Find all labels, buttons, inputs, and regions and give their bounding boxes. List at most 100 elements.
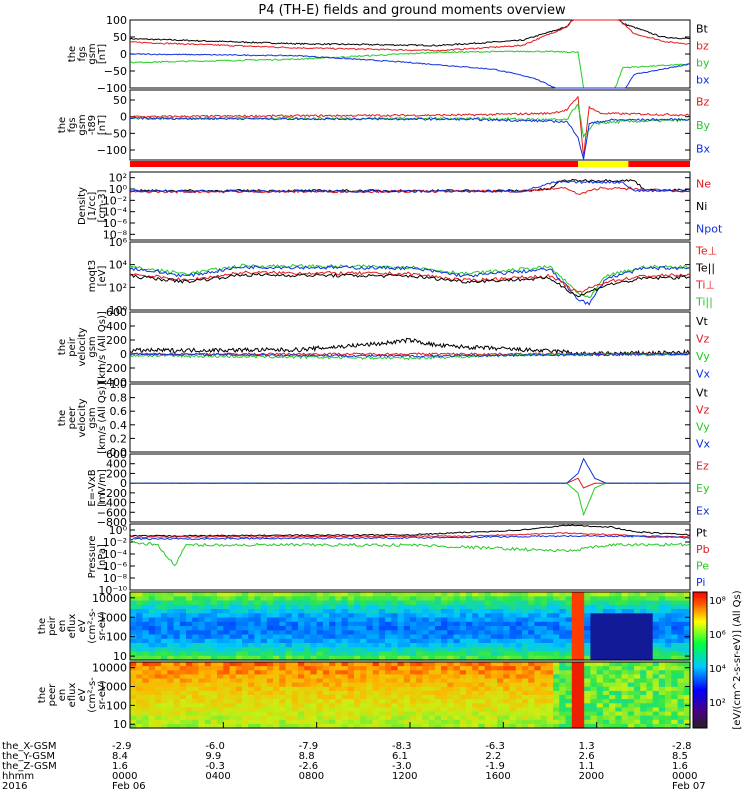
spectrogram-cell [683,651,690,657]
spectrogram-cell [310,592,318,597]
spectrogram-cell [428,678,436,684]
spectrogram-cell [397,651,405,657]
spectrogram-cell [136,695,143,700]
spectrogram-cell [354,707,361,713]
spectrogram-cell [596,711,604,717]
spectrogram-cell [316,651,324,657]
spectrogram-cell [683,596,690,602]
y-axis-label: peir [67,336,78,356]
spectrogram-cell [161,686,168,692]
spectrogram-cell [372,682,380,688]
spectrogram-cell [478,699,486,704]
spectrogram-cell [640,695,647,700]
spectrogram-cell [298,707,305,713]
spectrogram-cell [266,707,274,713]
spectrogram-cell [266,638,274,644]
spectrogram-cell [148,638,156,644]
spectrogram-cell [310,690,318,696]
spectrogram-cell [217,604,224,610]
spectrogram-cell [329,596,336,602]
spectrogram-cell [627,662,635,667]
spectrogram-cell [142,711,150,717]
spectrogram-cell [366,613,374,619]
spectrogram-cell [553,655,560,661]
spectrogram-cell [484,630,492,636]
spectrogram-cell [416,690,423,696]
spectrogram-cell [484,715,492,721]
spectrogram-cell [366,715,374,721]
spectrogram-cell [204,719,212,725]
spectrogram-cell [590,600,598,606]
spectrogram-cell [640,643,647,648]
spectrogram-cell [136,592,143,597]
spectrogram-cell [154,600,162,606]
spectrogram-cell [148,626,156,631]
spectrogram-cell [242,655,249,661]
spectrogram-cell [677,723,685,729]
spectrogram-cell [372,678,380,684]
spectrogram-cell [279,638,287,644]
spectrogram-cell [515,715,523,721]
spectrogram-cell [459,662,467,667]
spectrogram-cell [397,707,405,713]
spectrogram-cell [248,670,255,675]
spectrogram-cell [204,707,212,713]
spectrogram-cell [130,592,137,597]
spectrogram-cell [565,609,573,614]
spectrogram-cell [422,621,430,627]
spectrogram-cell [677,655,685,661]
spectrogram-cell [229,707,237,713]
spectrogram-cell [602,647,610,653]
spectrogram-cell [397,686,405,692]
spectrogram-cell [316,662,324,667]
spectrogram-cell [210,651,218,657]
spectrogram-cell [266,600,274,606]
spectrogram-cell [546,707,554,713]
spectrogram-cell [553,682,560,688]
spectrogram-cell [497,682,504,688]
spectrogram-cell [466,651,473,657]
spectrogram-cell [540,695,548,700]
y-axis-label: peer [47,683,58,707]
spectrogram-cell [217,638,224,644]
legend-label: Ey [696,482,710,495]
spectrogram-cell [621,626,629,631]
spectrogram-cell [266,604,274,610]
spectrogram-cell [360,678,367,684]
spectrogram-cell [522,630,529,636]
spectrogram-cell [254,686,262,692]
spectrogram-cell [447,609,455,614]
spectrogram-cell [291,674,299,680]
spectrogram-cell [341,617,349,623]
spectrogram-cell [646,626,654,631]
spectrogram-cell [528,651,535,657]
spectrogram-cell [652,678,660,684]
spectrogram-cell [571,682,579,688]
spectrogram-cell [621,699,629,704]
spectrogram-cell [634,690,641,696]
spectrogram-cell [571,651,579,657]
spectrogram-cell [528,592,535,597]
spectrogram-cell [478,678,486,684]
spectrogram-cell [254,621,262,627]
spectrogram-cell [242,666,249,671]
spectrogram-cell [522,613,529,619]
spectrogram-cell [341,674,349,680]
y-axis-label: the [37,618,48,634]
spectrogram-cell [167,715,175,721]
spectrogram-cell [615,719,623,725]
spectrogram-cell [372,711,380,717]
spectrogram-cell [167,719,175,725]
y-tick-label: −600 [97,506,127,519]
spectrogram-cell [397,711,405,717]
spectrogram-cell [204,647,212,653]
x-tick-label: 1600 [485,771,510,782]
x-tick-label: 2000 [579,771,604,782]
spectrogram-cell [248,655,255,661]
spectrogram-cell [385,695,392,700]
spectrogram-cell [441,609,448,614]
spectrogram-cell [391,711,399,717]
spectrogram-cell [341,723,349,729]
spectrogram-cell [161,592,168,597]
spectrogram-cell [509,678,517,684]
